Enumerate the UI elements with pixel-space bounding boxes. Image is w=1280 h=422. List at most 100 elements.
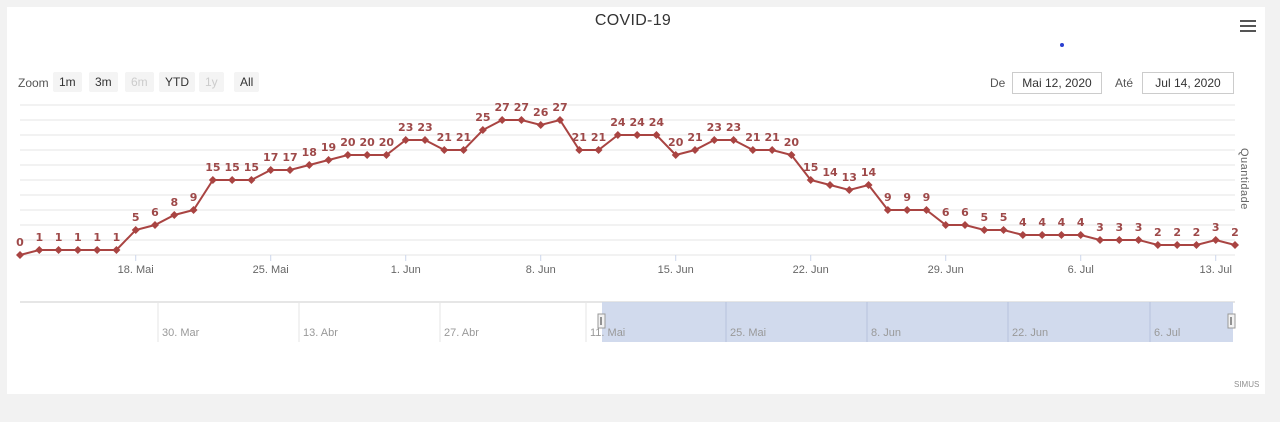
data-point — [864, 181, 873, 189]
data-label: 6 — [942, 206, 950, 219]
data-label: 9 — [884, 191, 892, 204]
data-point — [768, 146, 777, 154]
data-label: 4 — [1019, 216, 1027, 229]
data-point — [961, 221, 969, 229]
data-point — [787, 151, 796, 159]
data-point — [517, 116, 526, 124]
data-label: 21 — [764, 131, 779, 144]
data-point — [806, 176, 815, 184]
data-point — [1038, 231, 1047, 239]
data-label: 24 — [629, 116, 645, 129]
data-label: 1 — [74, 231, 82, 244]
grid-lines — [20, 104, 1235, 256]
data-point — [1153, 241, 1162, 249]
data-label: 21 — [687, 131, 702, 144]
zoom-1m-button[interactable]: 1m — [53, 72, 82, 92]
data-label: 5 — [1000, 211, 1008, 224]
y-axis-title: Quantidade — [1238, 148, 1250, 210]
data-label: 14 — [861, 166, 877, 179]
data-label: 15 — [205, 161, 220, 174]
data-point — [1115, 236, 1124, 244]
data-label: 13 — [842, 171, 857, 184]
data-label: 23 — [707, 121, 722, 134]
zoom-label: Zoom — [18, 76, 49, 90]
data-label: 4 — [1077, 216, 1085, 229]
data-label: 21 — [591, 131, 606, 144]
data-point — [710, 136, 719, 144]
data-label: 23 — [726, 121, 741, 134]
from-label: De — [990, 76, 1006, 90]
data-point — [1096, 236, 1104, 244]
data-point — [633, 131, 642, 139]
data-label: 2 — [1173, 226, 1181, 239]
data-label: 8 — [170, 196, 178, 209]
data-point — [1231, 241, 1239, 249]
data-point — [228, 176, 237, 184]
navigator-tick-label: 6. Jul — [1154, 327, 1180, 339]
data-point — [324, 156, 333, 164]
zoom-all-button[interactable]: All — [234, 72, 260, 92]
data-point — [594, 146, 603, 154]
from-date-input[interactable]: Mai 12, 2020 — [1012, 72, 1102, 94]
data-label: 27 — [494, 101, 509, 114]
data-point — [1211, 236, 1220, 244]
data-label: 20 — [668, 136, 684, 149]
data-label: 15 — [803, 161, 818, 174]
data-point — [980, 226, 989, 234]
data-label: 2 — [1193, 226, 1201, 239]
navigator-tick-label: 27. Abr — [444, 327, 479, 339]
data-label: 21 — [572, 131, 587, 144]
data-point — [556, 116, 564, 124]
to-date-input[interactable]: Jul 14, 2020 — [1142, 72, 1234, 94]
x-tick-label: 6. Jul — [1068, 264, 1094, 276]
data-point — [1134, 236, 1143, 244]
data-label: 17 — [263, 151, 278, 164]
data-point — [1018, 231, 1027, 239]
data-point — [478, 126, 487, 134]
data-label: 19 — [321, 141, 336, 154]
navigator-tick-label: 25. Mai — [730, 327, 766, 339]
data-point — [73, 246, 82, 254]
y-axis-title-text: Quantidade — [1238, 148, 1250, 210]
data-label: 0 — [16, 236, 24, 249]
data-point — [999, 226, 1008, 234]
data-label: 21 — [456, 131, 471, 144]
to-label: Até — [1115, 76, 1134, 90]
data-point — [691, 146, 699, 154]
navigator-tick-label: 11. Mai — [590, 327, 625, 339]
data-point — [151, 221, 159, 229]
data-point — [1192, 241, 1201, 249]
data-point — [748, 146, 757, 154]
data-point — [845, 186, 854, 194]
hamburger-icon[interactable] — [1240, 20, 1256, 34]
data-point — [575, 146, 584, 154]
navigator-mask — [602, 302, 1233, 342]
data-label: 17 — [282, 151, 297, 164]
navigator-tick-label: 30. Mar — [162, 327, 200, 339]
data-point — [112, 246, 121, 254]
data-label: 9 — [923, 191, 931, 204]
data-label: 27 — [514, 101, 529, 114]
x-axis: 18. Mai 25. Mai 1. Jun 8. Jun 15. Jun 22. Jun… — [118, 255, 1232, 276]
data-label: 5 — [980, 211, 988, 224]
data-label: 15 — [224, 161, 239, 174]
chart-title: COVID-19 — [594, 12, 672, 29]
credits: SIMUS — [1234, 380, 1260, 389]
data-point — [729, 136, 738, 144]
data-label: 3 — [1115, 221, 1123, 234]
data-point — [170, 211, 179, 219]
data-label: 3 — [1135, 221, 1143, 234]
data-label: 21 — [437, 131, 452, 144]
data-label: 23 — [417, 121, 432, 134]
navigator-tick-label: 8. Jun — [871, 327, 901, 339]
data-label: 27 — [552, 101, 567, 114]
zoom-3m-button[interactable]: 3m — [89, 72, 118, 92]
zoom-ytd-button[interactable]: YTD — [159, 72, 195, 92]
data-point — [883, 206, 892, 214]
x-tick-label: 1. Jun — [391, 264, 421, 276]
data-point — [459, 146, 468, 154]
data-label: 3 — [1212, 221, 1220, 234]
data-point — [54, 246, 63, 254]
